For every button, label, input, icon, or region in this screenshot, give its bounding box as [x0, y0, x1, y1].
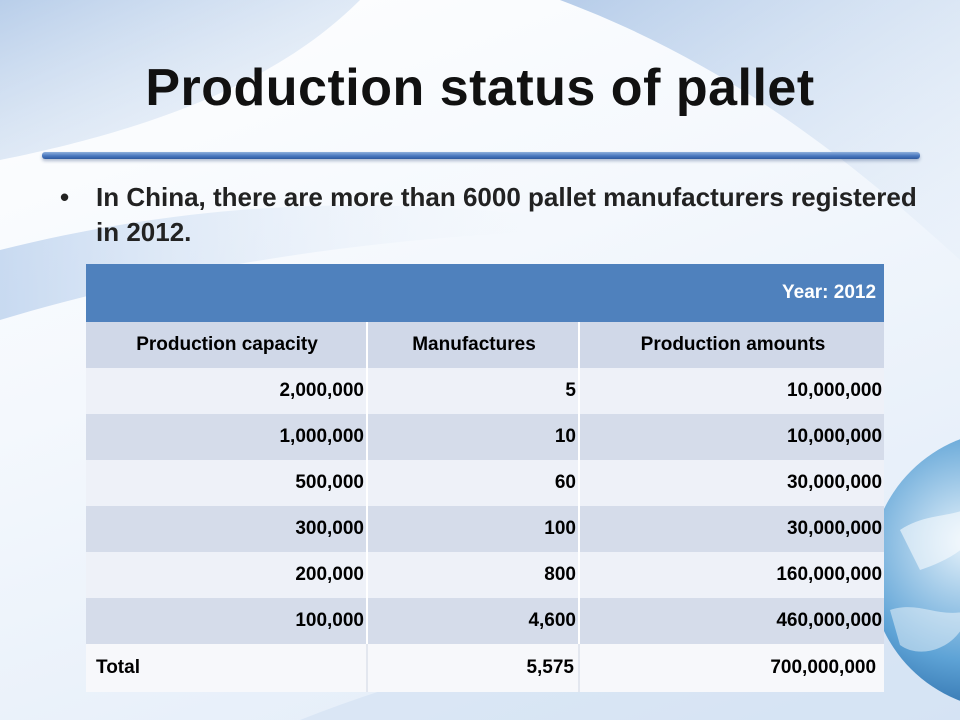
- table-row: 100,000 4,600 460,000,000: [86, 598, 885, 644]
- table-row: 200,000 800 160,000,000: [86, 552, 885, 598]
- table-cell: 10,000,000: [579, 414, 885, 460]
- table-cell: 300,000: [86, 506, 368, 552]
- table-cell: 160,000,000: [579, 552, 885, 598]
- year-label: Year: 2012: [86, 264, 885, 322]
- bullet-point: • In China, there are more than 6000 pal…: [60, 180, 940, 250]
- table-cell: 60: [367, 460, 580, 506]
- total-label: Total: [86, 644, 368, 692]
- table-row: 2,000,000 5 10,000,000: [86, 368, 885, 414]
- table-row: 300,000 100 30,000,000: [86, 506, 885, 552]
- total-production-amounts: 700,000,000: [579, 644, 885, 692]
- table-cell: 1,000,000: [86, 414, 368, 460]
- title-underline: [42, 152, 920, 159]
- table-cell: 10,000,000: [579, 368, 885, 414]
- table-cell: 460,000,000: [579, 598, 885, 644]
- column-header: Manufactures: [367, 322, 580, 368]
- total-manufactures: 5,575: [367, 644, 580, 692]
- globe-graphic: [870, 439, 960, 701]
- slide-title: Production status of pallet: [145, 59, 815, 117]
- table-cell: 800: [367, 552, 580, 598]
- table-total-row: Total 5,575 700,000,000: [86, 644, 885, 692]
- table-cell: 100,000: [86, 598, 368, 644]
- column-header: Production capacity: [86, 322, 368, 368]
- bullet-icon: •: [60, 182, 70, 212]
- table-cell: 10: [367, 414, 580, 460]
- production-table: Year: 2012 Production capacity Manufactu…: [86, 264, 885, 692]
- bullet-text: In China, there are more than 6000 palle…: [96, 182, 917, 247]
- table-row: 500,000 60 30,000,000: [86, 460, 885, 506]
- table-cell: 200,000: [86, 552, 368, 598]
- table-year-row: Year: 2012: [86, 264, 885, 322]
- column-header: Production amounts: [579, 322, 885, 368]
- table-row: 1,000,000 10 10,000,000: [86, 414, 885, 460]
- table-cell: 4,600: [367, 598, 580, 644]
- table-cell: 30,000,000: [579, 460, 885, 506]
- table-cell: 100: [367, 506, 580, 552]
- table-cell: 5: [367, 368, 580, 414]
- table-cell: 2,000,000: [86, 368, 368, 414]
- table-header-row: Production capacity Manufactures Product…: [86, 322, 885, 368]
- table-cell: 30,000,000: [579, 506, 885, 552]
- production-table-container: Year: 2012 Production capacity Manufactu…: [86, 264, 885, 692]
- table-cell: 500,000: [86, 460, 368, 506]
